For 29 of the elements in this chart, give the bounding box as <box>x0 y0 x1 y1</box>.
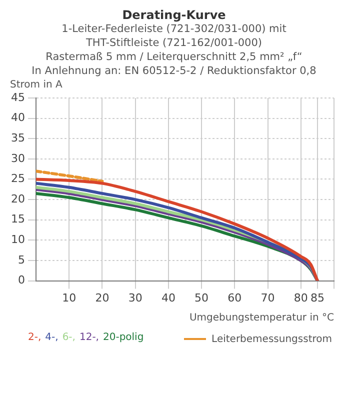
text: 20-polig <box>102 332 144 343</box>
x-tick-label: 30 <box>128 291 142 304</box>
y-tick-label: 35 <box>10 131 25 144</box>
y-tick-label: 15 <box>10 212 25 226</box>
y-tick-label: 5 <box>18 253 25 266</box>
y-tick-label: 10 <box>10 233 25 246</box>
x-tick-label: 60 <box>228 291 242 304</box>
x-tick-label: 85 <box>310 291 324 304</box>
legend-label: Leiterbemessungsstrom <box>212 334 332 344</box>
y-tick-label: 45 <box>10 90 25 104</box>
y-tick-label: 0 <box>18 274 25 287</box>
chart-title: Derating-Kurve <box>121 8 227 22</box>
y-tick-label: 40 <box>10 111 25 124</box>
text: 6-, <box>62 332 76 343</box>
y-tick-label: 20 <box>10 192 25 206</box>
y-axis-title: Strom in A <box>10 80 62 91</box>
text: 12-, <box>79 332 99 343</box>
x-tick-label: 10 <box>62 291 76 304</box>
x-tick-label: 50 <box>194 291 209 304</box>
x-tick-label: 80 <box>294 291 308 304</box>
y-tick-label: 30 <box>10 152 25 165</box>
text: 2-, <box>28 332 42 343</box>
x-tick-label: 70 <box>260 291 275 304</box>
x-tick-label: 20 <box>95 291 110 304</box>
chart-subtitle: 1-Leiter-Federleiste (721-302/031-000) mit THT-Stiftleiste (721-162/001-000) Rastermaß 5 mm / Leiterquerschnitt 2,5 mm² „f“ In Anlehnung an: EN 60512-5-2 / Reduktionsfaktor 0,8 <box>30 22 318 78</box>
text: 4-, <box>45 332 58 343</box>
x-tick-label: 40 <box>161 291 176 304</box>
x-axis-title: Umgebungstemperatur in °C <box>189 312 334 324</box>
y-tick-label: 25 <box>10 172 25 186</box>
